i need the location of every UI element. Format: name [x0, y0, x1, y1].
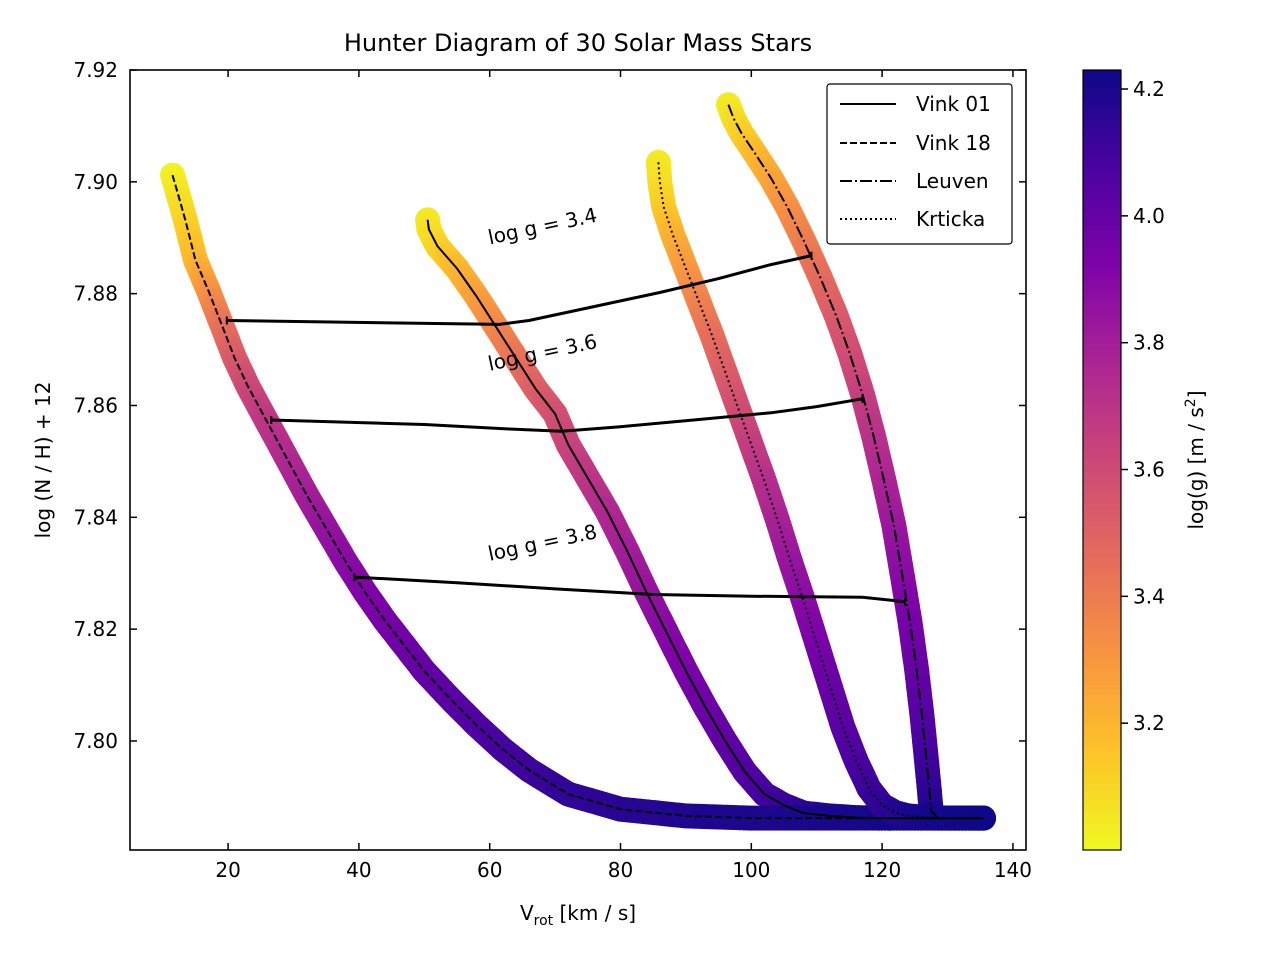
- x-axis-label: Vrot [km / s]: [520, 901, 636, 929]
- y-axis-label: log (N / H) + 12: [31, 382, 55, 539]
- colorbar-tick-label: 4.2: [1133, 77, 1165, 101]
- colorbar: 3.2 3.4 3.6 3.8 4.0 4.2 log(g) [m / s2]: [1082, 69, 1208, 851]
- series-line-krticka: [657, 162, 984, 820]
- isoline-label: log g = 3.4: [486, 203, 599, 250]
- colorbar-tick-label: 4.0: [1133, 204, 1165, 228]
- x-tick-label: 140: [994, 858, 1032, 882]
- x-tick-label: 100: [732, 858, 770, 882]
- axis-ticks: 20 40 60 80 100 120 140 7.80 7.82 7.84 7.86 7.88 7.9…: [73, 58, 1032, 882]
- legend: Vink 01 Vink 18 Leuven Krticka: [826, 83, 1013, 245]
- legend-box: [826, 83, 1013, 245]
- series-markers-vink-18: [160, 162, 996, 831]
- colorbar-label-tail: ]: [1184, 390, 1208, 398]
- series-line-leuven: [727, 104, 984, 820]
- chart-title: Hunter Diagram of 30 Solar Mass Stars: [344, 29, 812, 57]
- colorbar-tick-label: 3.2: [1133, 711, 1165, 735]
- colorbar-label-sup: 2: [1183, 398, 1199, 407]
- y-tick-label: 7.82: [73, 617, 118, 641]
- isoline-log-g-3-4: log g = 3.4: [225, 203, 813, 326]
- x-tick-label: 80: [608, 858, 633, 882]
- isoline-label: log g = 3.8: [486, 519, 599, 566]
- series-lines: [171, 104, 984, 820]
- y-tick-label: 7.92: [73, 58, 118, 82]
- isoline-path: [354, 575, 906, 604]
- isoline-path: [226, 254, 812, 326]
- legend-label-krticka: Krticka: [916, 207, 985, 231]
- colorbar-tick-label: 3.8: [1133, 331, 1165, 355]
- legend-label-vink18: Vink 18: [916, 131, 991, 155]
- y-tick-label: 7.84: [73, 505, 118, 529]
- x-axis-label-tail: [km / s]: [553, 901, 636, 925]
- colorbar-label: log(g) [m / s2]: [1183, 390, 1208, 529]
- colorbar-tick-label: 3.4: [1133, 584, 1165, 608]
- x-tick-label: 60: [477, 858, 502, 882]
- x-axis-label-main: V: [520, 901, 534, 925]
- x-tick-label: 20: [215, 858, 240, 882]
- colorbar-tick-label: 3.6: [1133, 458, 1165, 482]
- y-tick-label: 7.88: [73, 282, 118, 306]
- colorbar-ticks: 3.2 3.4 3.6 3.8 4.0 4.2: [1121, 77, 1165, 735]
- isoline-path: [271, 397, 863, 433]
- colorbar-gradient: [1082, 69, 1122, 851]
- colorbar-label-main: log(g) [m / s: [1184, 407, 1208, 529]
- y-tick-label: 7.80: [73, 729, 118, 753]
- y-tick-label: 7.90: [73, 170, 118, 194]
- x-tick-label: 40: [346, 858, 371, 882]
- series-line-vink-01: [426, 219, 984, 820]
- x-tick-label: 120: [863, 858, 901, 882]
- x-axis-label-sub: rot: [534, 913, 554, 929]
- series-line-vink-18: [171, 174, 984, 820]
- legend-label-vink01: Vink 01: [916, 92, 991, 116]
- plot-area-frame: [129, 69, 1027, 851]
- legend-label-leuven: Leuven: [916, 169, 989, 193]
- y-tick-label: 7.86: [73, 393, 118, 417]
